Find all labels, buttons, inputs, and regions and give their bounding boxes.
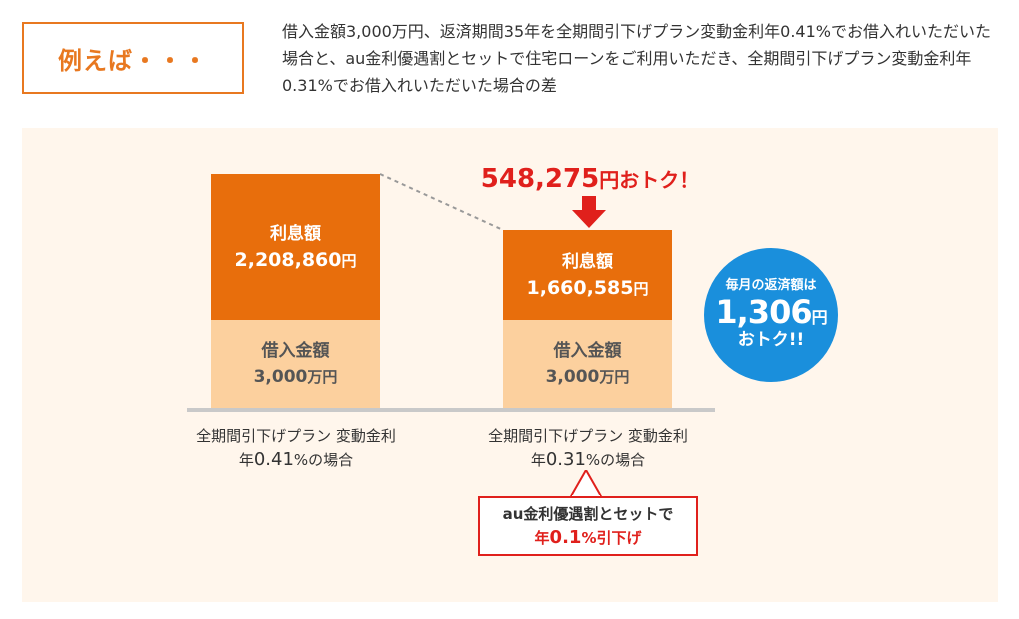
down-arrow-icon [572,196,606,228]
category-label-2-rate: 0.31 [545,449,586,470]
bar-1-interest-unit: 円 [341,251,357,270]
savings-amount: 548,275 [480,164,600,194]
category-label-1-prefix: 年 [238,451,254,469]
bar-2-interest: 利息額 1,660,585円 [503,230,672,320]
bar-1-interest-value-row: 2,208,860円 [235,247,357,274]
savings-text: 円おトク！ [599,168,700,192]
category-label-1-line1: 全期間引下げプラン 変動金利 [196,427,396,445]
example-label: 例えば・・・ [58,46,208,75]
monthly-unit: 円 [811,308,828,328]
category-label-1-line2: 年0.41%の場合 [166,448,426,472]
bar-2-principal-label: 借入金額 [553,341,622,361]
category-label-2-line1: 全期間引下げプラン 変動金利 [488,427,688,445]
bar-1-principal-value: 3,000 [253,367,308,387]
category-label-1-suffix: %の場合 [293,451,354,469]
callout-prefix: 年 [534,529,550,547]
chart-baseline [187,408,715,412]
description-text: 借入金額3,000万円、返済期間35年を全期間引下げプラン変動金利年0.41%で… [282,22,991,95]
category-label-2-line2: 年0.31%の場合 [458,448,718,472]
bar-2-principal-value: 3,000 [545,367,600,387]
bar-2-interest-unit: 円 [633,279,649,298]
category-label-1-rate: 0.41 [253,449,294,470]
discount-callout: au金利優遇割とセットで 年0.1%引下げ [478,496,698,556]
bar-2-interest-value-row: 1,660,585円 [527,275,649,302]
savings-headline: 548,275円おトク！ [455,164,725,194]
monthly-line3: おトク!! [737,330,805,351]
monthly-line1: 毎月の返済額は [725,278,817,294]
callout-line2: 年0.1%引下げ [480,526,696,550]
bar-2-interest-value: 1,660,585 [526,276,634,299]
monthly-savings-circle: 毎月の返済額は 1,306円 おトク!! [704,248,838,382]
bar-1-interest-label: 利息額 [270,223,321,244]
bar-1-interest: 利息額 2,208,860円 [211,174,380,320]
callout-line1: au金利優遇割とセットで [502,505,674,523]
example-label-box: 例えば・・・ [22,22,244,94]
callout-suffix: %引下げ [581,529,642,547]
bar-1-principal: 借入金額 3,000万円 [211,320,380,408]
callout-tail-icon [570,470,602,498]
bar-1-principal-label: 借入金額 [261,341,330,361]
bar-2-principal-value-row: 3,000万円 [546,364,630,390]
callout-rate: 0.1 [549,527,582,548]
category-label-2-suffix: %の場合 [585,451,646,469]
category-label-1: 全期間引下げプラン 変動金利 年0.41%の場合 [166,424,426,472]
category-label-2: 全期間引下げプラン 変動金利 年0.31%の場合 [458,424,718,472]
bar-1-principal-value-row: 3,000万円 [254,364,338,390]
bar-2-principal-unit: 万円 [599,368,630,386]
category-label-2-prefix: 年 [530,451,546,469]
bar-2-interest-label: 利息額 [562,251,613,272]
bar-1-interest-value: 2,208,860 [234,248,342,271]
monthly-amount: 1,306 [715,293,812,332]
bar-1-principal-unit: 万円 [307,368,338,386]
bar-2-principal: 借入金額 3,000万円 [503,320,672,408]
monthly-amount-row: 1,306円 [715,293,828,332]
